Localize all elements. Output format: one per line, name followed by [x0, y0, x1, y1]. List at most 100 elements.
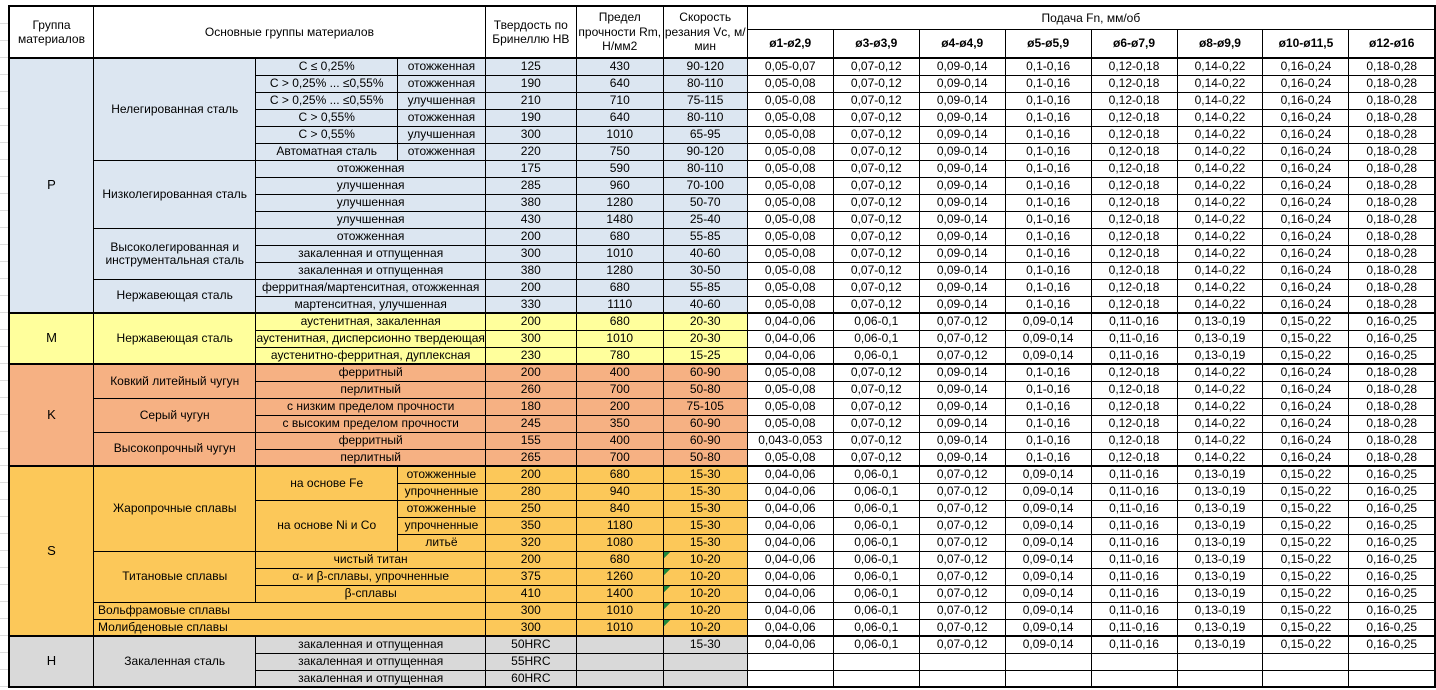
header-tensile-strength[interactable]: Предел прочности Rm, Н/мм2	[575, 5, 664, 59]
material-cell[interactable]: перлитный	[255, 448, 486, 467]
feed-cell[interactable]: 0,11-0,16	[1090, 346, 1178, 365]
feed-cell[interactable]: 0,18-0,28	[1348, 108, 1436, 127]
strength-cell[interactable]: 200	[575, 397, 664, 416]
feed-cell[interactable]: 0,09-0,14	[1004, 567, 1092, 586]
feed-cell[interactable]: 0,09-0,14	[918, 108, 1006, 127]
feed-cell[interactable]: 0,14-0,22	[1176, 193, 1264, 212]
feed-cell[interactable]: 0,16-0,24	[1262, 278, 1350, 297]
feed-cell[interactable]: 0,12-0,18	[1090, 244, 1178, 263]
feed-cell[interactable]: 0,18-0,28	[1348, 125, 1436, 144]
feed-cell[interactable]: 0,04-0,06	[746, 618, 834, 637]
feed-cell[interactable]: 0,14-0,22	[1176, 108, 1264, 127]
feed-cell[interactable]: 0,07-0,12	[918, 550, 1006, 569]
feed-cell[interactable]: 0,18-0,28	[1348, 448, 1436, 467]
feed-cell[interactable]: 0,09-0,14	[1004, 533, 1092, 552]
feed-cell[interactable]: 0,05-0,08	[746, 125, 834, 144]
strength-cell[interactable]: 1080	[575, 533, 664, 552]
strength-cell[interactable]: 1180	[575, 516, 664, 535]
feed-cell[interactable]: 0,1-0,16	[1004, 244, 1092, 263]
hardness-cell[interactable]: 200	[484, 550, 577, 569]
hardness-cell[interactable]: 55HRC	[484, 652, 577, 671]
feed-cell[interactable]: 0,04-0,06	[746, 533, 834, 552]
cutting-speed-cell[interactable]: 75-115	[662, 91, 748, 110]
cutting-speed-cell[interactable]: 25-40	[662, 210, 748, 229]
group-letter-cell[interactable]: P	[8, 57, 94, 314]
feed-cell[interactable]: 0,16-0,24	[1262, 431, 1350, 450]
feed-cell[interactable]	[1004, 652, 1092, 671]
feed-cell[interactable]: 0,05-0,08	[746, 193, 834, 212]
feed-cell[interactable]: 0,06-0,1	[832, 584, 920, 603]
feed-cell[interactable]: 0,14-0,22	[1176, 227, 1264, 246]
feed-cell[interactable]: 0,16-0,24	[1262, 74, 1350, 93]
feed-cell[interactable]: 0,13-0,19	[1176, 482, 1264, 501]
material-cell[interactable]: мартенситная, улучшенная	[255, 295, 486, 314]
material-cell[interactable]: упрочненные	[396, 482, 486, 501]
hardness-cell[interactable]: 380	[484, 193, 577, 212]
cutting-speed-cell[interactable]: 10-20	[662, 601, 748, 620]
material-cell[interactable]: Жаропрочные сплавы	[92, 465, 257, 552]
header-main-material-groups[interactable]: Основные группы материалов	[92, 5, 486, 59]
feed-cell[interactable]: 0,12-0,18	[1090, 380, 1178, 399]
strength-cell[interactable]: 590	[575, 159, 664, 178]
material-cell[interactable]: Ковкий литейный чугун	[92, 363, 257, 399]
feed-cell[interactable]: 0,16-0,24	[1262, 57, 1350, 76]
hardness-cell[interactable]: 350	[484, 516, 577, 535]
material-cell[interactable]: Серый чугун	[92, 397, 257, 433]
cutting-speed-cell[interactable]: 75-105	[662, 397, 748, 416]
strength-cell[interactable]: 1010	[575, 244, 664, 263]
feed-cell[interactable]: 0,14-0,22	[1176, 380, 1264, 399]
feed-cell[interactable]: 0,14-0,22	[1176, 295, 1264, 314]
feed-cell[interactable]: 0,14-0,22	[1176, 159, 1264, 178]
feed-cell[interactable]: 0,09-0,14	[1004, 601, 1092, 620]
feed-cell[interactable]: 0,16-0,24	[1262, 176, 1350, 195]
feed-cell[interactable]: 0,09-0,14	[918, 244, 1006, 263]
material-cell[interactable]: Нержавеющая сталь	[92, 312, 257, 365]
feed-cell[interactable]: 0,05-0,08	[746, 176, 834, 195]
hardness-cell[interactable]: 175	[484, 159, 577, 178]
material-cell[interactable]: отожженная	[396, 57, 486, 76]
feed-cell[interactable]: 0,09-0,14	[918, 414, 1006, 433]
feed-cell[interactable]: 0,09-0,14	[918, 57, 1006, 76]
feed-cell[interactable]: 0,11-0,16	[1090, 499, 1178, 518]
header-feed-dia-8[interactable]: ø12-ø16	[1348, 28, 1436, 59]
cutting-speed-cell[interactable]: 30-50	[662, 261, 748, 280]
feed-cell[interactable]: 0,07-0,12	[832, 414, 920, 433]
feed-cell[interactable]: 0,09-0,14	[918, 380, 1006, 399]
feed-cell[interactable]: 0,07-0,12	[918, 533, 1006, 552]
material-cell[interactable]: на основе Fe	[255, 465, 398, 501]
feed-cell[interactable]: 0,16-0,25	[1348, 499, 1436, 518]
material-cell[interactable]: Закаленная сталь	[92, 635, 257, 688]
cutting-speed-cell[interactable]: 20-30	[662, 312, 748, 331]
feed-cell[interactable]: 0,11-0,16	[1090, 584, 1178, 603]
feed-cell[interactable]	[1348, 669, 1436, 688]
strength-cell[interactable]: 1110	[575, 295, 664, 314]
feed-cell[interactable]: 0,14-0,22	[1176, 210, 1264, 229]
strength-cell[interactable]: 430	[575, 57, 664, 76]
strength-cell[interactable]: 640	[575, 74, 664, 93]
feed-cell[interactable]: 0,09-0,14	[1004, 346, 1092, 365]
group-letter-cell[interactable]: H	[8, 635, 94, 688]
feed-cell[interactable]: 0,14-0,22	[1176, 278, 1264, 297]
feed-cell[interactable]: 0,16-0,25	[1348, 465, 1436, 484]
cutting-speed-cell[interactable]: 55-85	[662, 278, 748, 297]
feed-cell[interactable]	[832, 652, 920, 671]
feed-cell[interactable]: 0,13-0,19	[1176, 550, 1264, 569]
feed-cell[interactable]: 0,13-0,19	[1176, 499, 1264, 518]
feed-cell[interactable]: 0,06-0,1	[832, 533, 920, 552]
feed-cell[interactable]: 0,1-0,16	[1004, 74, 1092, 93]
feed-cell[interactable]	[1348, 652, 1436, 671]
cutting-speed-cell[interactable]: 15-30	[662, 516, 748, 535]
header-feed-dia-3[interactable]: ø4-ø4,9	[918, 28, 1006, 59]
feed-cell[interactable]: 0,07-0,12	[918, 329, 1006, 348]
feed-cell[interactable]: 0,05-0,08	[746, 448, 834, 467]
feed-cell[interactable]: 0,05-0,08	[746, 363, 834, 382]
feed-cell[interactable]: 0,13-0,19	[1176, 601, 1264, 620]
cutting-speed-cell[interactable]: 60-90	[662, 431, 748, 450]
feed-cell[interactable]: 0,09-0,14	[918, 159, 1006, 178]
feed-cell[interactable]: 0,12-0,18	[1090, 142, 1178, 161]
strength-cell[interactable]: 680	[575, 227, 664, 246]
feed-cell[interactable]: 0,07-0,12	[832, 159, 920, 178]
feed-cell[interactable]: 0,07-0,12	[832, 176, 920, 195]
feed-cell[interactable]: 0,07-0,12	[918, 312, 1006, 331]
feed-cell[interactable]: 0,07-0,12	[918, 567, 1006, 586]
